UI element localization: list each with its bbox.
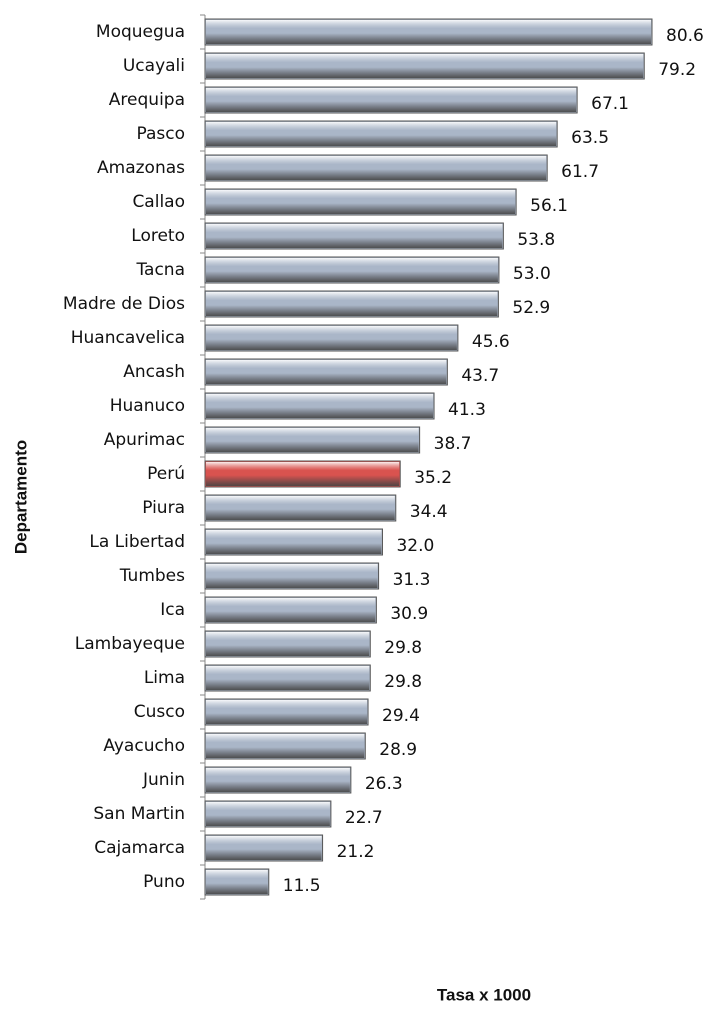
- value-label: 31.3: [393, 570, 431, 590]
- bar-shade: [206, 598, 376, 622]
- value-label: 45.6: [472, 332, 510, 352]
- y-tick-label: Ica: [160, 600, 185, 620]
- value-label: 41.3: [448, 400, 486, 420]
- value-label: 79.2: [658, 60, 696, 80]
- y-tick-label: Ancash: [123, 362, 185, 382]
- value-label: 21.2: [337, 842, 375, 862]
- value-label: 43.7: [461, 366, 499, 386]
- bar-shade: [206, 156, 547, 180]
- value-label: 34.4: [410, 502, 448, 522]
- y-tick-label: Madre de Dios: [63, 294, 185, 314]
- bar-shade: [206, 88, 577, 112]
- y-tick-label: Cajamarca: [94, 838, 185, 858]
- bar-shade: [206, 292, 498, 316]
- value-label: 53.8: [517, 230, 555, 250]
- y-tick-label: Huanuco: [110, 396, 185, 416]
- bar-shade: [206, 870, 268, 894]
- x-axis-title: Tasa x 1000: [437, 985, 531, 1004]
- bar-shade: [206, 802, 330, 826]
- value-label: 80.6: [666, 26, 704, 46]
- y-tick-label: Huancavelica: [71, 328, 185, 348]
- y-tick-label: Ucayali: [123, 56, 185, 76]
- value-label: 61.7: [561, 162, 599, 182]
- bar-shade: [206, 530, 382, 554]
- bar-shade: [206, 326, 457, 350]
- y-axis-title: Departamento: [11, 440, 30, 554]
- value-label: 52.9: [512, 298, 550, 318]
- y-tick-label: Tumbes: [119, 566, 185, 586]
- value-label: 11.5: [283, 876, 321, 896]
- value-label: 35.2: [414, 468, 452, 488]
- y-tick-label: Tacna: [135, 260, 185, 280]
- y-tick-label: Arequipa: [109, 90, 185, 110]
- bar-shade: [206, 428, 419, 452]
- y-tick-label: Callao: [132, 192, 185, 212]
- y-tick-label: Loreto: [131, 226, 185, 246]
- bar-shade: [206, 190, 516, 214]
- value-label: 53.0: [513, 264, 551, 284]
- value-label: 26.3: [365, 774, 403, 794]
- bar-shade: [206, 20, 651, 44]
- value-label: 29.8: [384, 672, 422, 692]
- value-label: 63.5: [571, 128, 609, 148]
- bar-shade: [206, 360, 447, 384]
- value-label: 67.1: [591, 94, 629, 114]
- y-tick-label: Puno: [143, 872, 185, 892]
- y-tick-label: Pasco: [136, 124, 185, 144]
- y-tick-label: La Libertad: [89, 532, 185, 552]
- bar-shade: [206, 122, 557, 146]
- bar-shade: [206, 496, 395, 520]
- value-label: 29.4: [382, 706, 420, 726]
- y-tick-label: Cusco: [134, 702, 185, 722]
- bar-shade: [206, 632, 370, 656]
- value-label: 22.7: [345, 808, 383, 828]
- y-tick-label: Piura: [142, 498, 185, 518]
- bar-shade: [206, 734, 365, 758]
- bar-shade: [206, 564, 378, 588]
- bar-shade: [206, 666, 370, 690]
- bar-shade: [206, 258, 498, 282]
- value-label: 38.7: [434, 434, 472, 454]
- bar-shade: [206, 768, 350, 792]
- value-label: 32.0: [396, 536, 434, 556]
- y-tick-label: Lambayeque: [75, 634, 185, 654]
- value-label: 30.9: [390, 604, 428, 624]
- y-tick-label: San Martin: [93, 804, 185, 824]
- bar-shade: [206, 700, 368, 724]
- y-tick-label: Ayacucho: [103, 736, 185, 756]
- y-tick-label: Perú: [147, 464, 185, 484]
- value-label: 28.9: [379, 740, 417, 760]
- y-tick-label: Junin: [142, 770, 185, 790]
- y-tick-label: Moquegua: [96, 22, 185, 42]
- bar-shade: [206, 54, 644, 78]
- bar-shade: [206, 462, 400, 486]
- y-tick-label: Lima: [144, 668, 185, 688]
- value-label: 56.1: [530, 196, 568, 216]
- y-tick-label: Amazonas: [97, 158, 185, 178]
- bar-shade: [206, 394, 434, 418]
- bar-shade: [206, 224, 503, 248]
- y-tick-label: Apurimac: [104, 430, 185, 450]
- value-label: 29.8: [384, 638, 422, 658]
- bar-shade: [206, 836, 322, 860]
